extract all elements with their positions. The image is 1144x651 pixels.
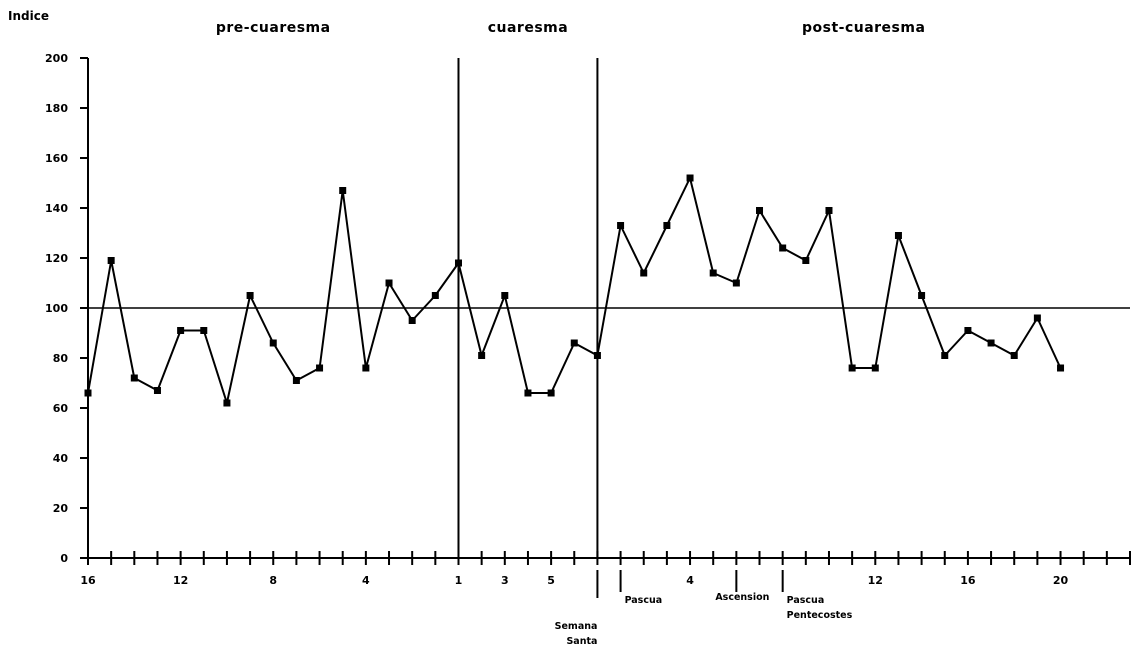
data-point — [177, 327, 185, 334]
data-point — [501, 292, 509, 299]
x-tick-label: 16 — [960, 574, 976, 587]
series-index — [84, 174, 1065, 407]
data-point — [408, 317, 416, 324]
data-point — [871, 364, 879, 372]
event-label: Pentecostes — [787, 610, 853, 621]
data-point — [964, 327, 972, 334]
x-tick-label: 3 — [501, 574, 509, 587]
x-tick-label: 4 — [362, 574, 370, 587]
data-point — [663, 222, 671, 229]
data-point — [385, 279, 393, 287]
data-point — [84, 389, 92, 397]
data-point — [756, 207, 764, 214]
data-point — [200, 327, 208, 334]
event-markers: Semana Santa Pascua Ascension Pascua Pentecos… — [555, 570, 853, 647]
event-label: Pascua — [625, 595, 663, 606]
y-axis: 0 20 40 60 80 100 120 140 160 180 200 — [45, 52, 89, 565]
event-label: Semana — [555, 621, 598, 632]
x-tick-label: 5 — [547, 574, 555, 587]
data-point — [918, 292, 926, 299]
data-point — [454, 259, 462, 267]
data-point — [316, 364, 324, 372]
y-axis-label: Indice — [8, 9, 49, 23]
data-point — [246, 292, 254, 299]
data-point — [292, 377, 300, 384]
data-point — [130, 374, 138, 382]
event-label: Ascension — [715, 592, 769, 603]
y-tick-label: 40 — [53, 452, 69, 465]
data-point — [570, 339, 578, 347]
y-tick-label: 180 — [45, 102, 68, 115]
data-point — [709, 269, 717, 277]
data-point — [802, 257, 810, 264]
data-point — [524, 389, 532, 397]
data-point — [431, 292, 439, 299]
data-point — [894, 232, 902, 239]
x-tick-label: 4 — [686, 574, 694, 587]
data-point — [339, 187, 347, 194]
section-dividers — [88, 58, 1130, 558]
data-point — [1057, 364, 1065, 372]
data-point — [848, 364, 856, 372]
x-tick-label: 8 — [269, 574, 277, 587]
section-title: cuaresma — [488, 20, 568, 36]
data-point — [1033, 314, 1041, 322]
event-label: Pascua — [787, 595, 825, 606]
event-label: Santa — [566, 636, 597, 647]
data-point — [941, 352, 949, 359]
data-point — [732, 279, 740, 287]
y-tick-label: 100 — [45, 302, 68, 315]
y-tick-label: 200 — [45, 52, 68, 65]
x-tick-label: 16 — [80, 574, 96, 587]
data-point — [223, 399, 231, 407]
y-tick-label: 160 — [45, 152, 68, 165]
y-tick-label: 20 — [53, 502, 69, 515]
data-point — [779, 244, 787, 252]
data-point — [640, 269, 648, 277]
data-point — [686, 174, 694, 182]
y-tick-label: 80 — [53, 352, 69, 365]
data-point — [547, 389, 555, 397]
data-point — [825, 207, 833, 214]
data-point — [107, 257, 115, 264]
y-tick-label: 140 — [45, 202, 68, 215]
data-point — [1010, 352, 1018, 359]
y-tick-label: 0 — [60, 552, 68, 565]
section-title: post-cuaresma — [802, 20, 925, 36]
y-tick-label: 60 — [53, 402, 69, 415]
data-point — [269, 339, 277, 347]
data-point — [153, 387, 161, 394]
x-tick-label: 20 — [1053, 574, 1069, 587]
series-line — [87, 177, 1062, 404]
data-point — [478, 352, 486, 359]
data-point — [593, 352, 601, 359]
x-tick-label: 12 — [173, 574, 188, 587]
section-title: pre-cuaresma — [216, 20, 331, 36]
x-tick-label: 1 — [455, 574, 463, 587]
x-tick-label: 12 — [868, 574, 883, 587]
x-axis: 16 12 8 4 1 3 5 4 12 16 20 — [80, 551, 1131, 587]
y-tick-label: 120 — [45, 252, 68, 265]
data-point — [987, 339, 995, 347]
section-titles: pre-cuaresma cuaresma post-cuaresma — [216, 20, 925, 36]
data-point — [617, 222, 625, 229]
data-point — [362, 364, 370, 372]
